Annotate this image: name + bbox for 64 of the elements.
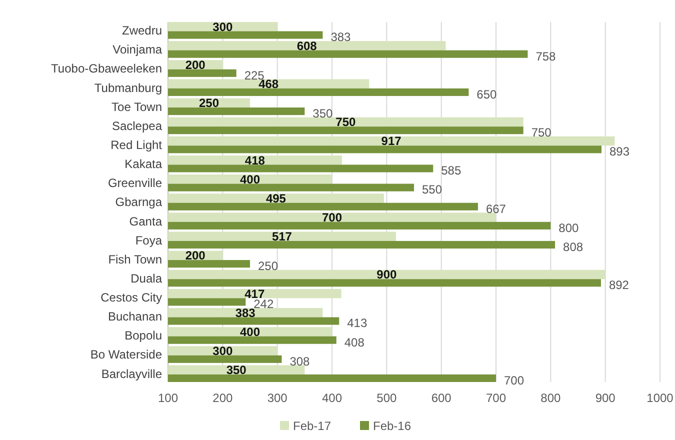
y-tick-label: Red Light: [110, 138, 163, 152]
data-label: 700: [322, 210, 342, 224]
y-tick-label: Bo Waterside: [90, 348, 162, 362]
data-label: 200: [185, 58, 206, 72]
data-label: 700: [504, 373, 524, 388]
data-label: 917: [381, 134, 402, 148]
y-tick-label: Voinjama: [112, 42, 162, 57]
data-label: 758: [536, 49, 556, 64]
legend-label: Feb-16: [373, 419, 412, 433]
data-label: 808: [563, 240, 584, 254]
data-label: 400: [240, 324, 260, 339]
data-label: 892: [608, 278, 630, 292]
data-label: 400: [240, 172, 260, 186]
y-tick-label: Tubmanburg: [94, 80, 162, 95]
legend-label: Feb-17: [293, 419, 332, 433]
data-label: 750: [336, 115, 356, 130]
y-tick-label: Kakata: [124, 157, 162, 172]
data-label: 495: [266, 191, 286, 206]
y-tick-label: Zwedru: [122, 24, 162, 38]
y-tick-label: Fish Town: [108, 252, 162, 266]
y-tick-label: Ganta: [129, 214, 162, 228]
data-label: 667: [486, 202, 506, 216]
x-tick-label: 200: [212, 391, 233, 405]
x-tick-label: 900: [595, 391, 616, 405]
x-tick-label: 400: [322, 391, 342, 405]
y-tick-label: Toe Town: [112, 100, 162, 114]
data-label: 900: [376, 268, 397, 282]
data-label: 650: [476, 87, 498, 102]
data-label: 250: [258, 259, 278, 274]
y-tick-label: Bopolu: [124, 328, 162, 343]
y-tick-label: Gbarnga: [115, 195, 162, 210]
y-tick-label: Tuobo-Gbaweeleken: [51, 62, 162, 76]
x-tick-label: 600: [431, 391, 452, 405]
data-label: 550: [422, 182, 442, 197]
data-label: 250: [198, 96, 220, 110]
data-label: 608: [296, 38, 318, 53]
data-label: 800: [558, 220, 580, 235]
x-tick-label: 500: [376, 391, 397, 405]
data-label: 350: [226, 363, 247, 378]
x-tick-label: 800: [540, 391, 561, 405]
y-tick-label: Greenville: [108, 176, 162, 190]
data-label: 408: [344, 335, 365, 350]
data-label: 750: [531, 126, 552, 140]
y-tick-label: Cestos City: [100, 290, 162, 305]
x-tick-label: 300: [267, 391, 288, 405]
data-label: 517: [272, 230, 292, 244]
y-tick-label: Saclepea: [112, 118, 162, 133]
data-label: 418: [244, 153, 266, 168]
data-label: 300: [212, 344, 233, 358]
x-tick-label: 700: [486, 391, 506, 405]
x-tick-label: 100: [158, 391, 178, 405]
y-tick-label: Duala: [130, 271, 162, 286]
x-tick-label: 1000: [646, 391, 674, 405]
data-label: 383: [330, 30, 352, 44]
data-label: 300: [212, 20, 233, 34]
data-label: 413: [347, 316, 368, 330]
y-tick-label: Buchanan: [108, 310, 162, 324]
data-label: 585: [441, 164, 462, 178]
data-label: 893: [610, 144, 630, 159]
data-label: 308: [290, 354, 310, 368]
y-tick-label: Foya: [135, 233, 162, 248]
y-tick-label: Barclayville: [101, 366, 162, 381]
data-label: 350: [312, 106, 334, 120]
data-label: 200: [185, 248, 206, 263]
